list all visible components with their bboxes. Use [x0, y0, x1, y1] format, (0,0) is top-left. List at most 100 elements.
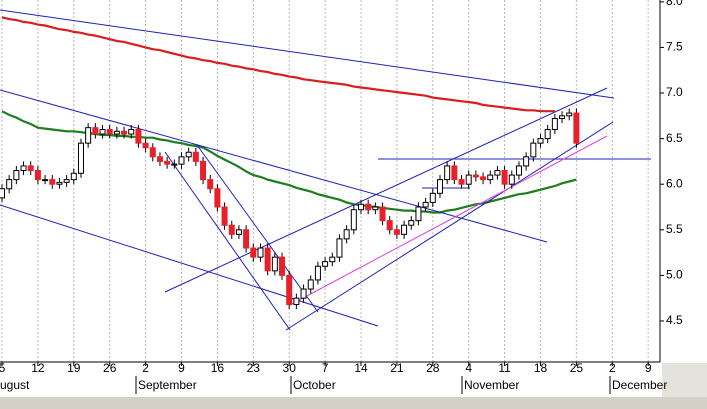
candle-body — [113, 130, 120, 135]
candle-body — [70, 172, 77, 181]
candle-body — [49, 179, 56, 185]
candle-body — [20, 165, 27, 172]
y-tick-label: 7.5 — [666, 40, 683, 54]
x-tick-label: 19 — [67, 361, 81, 375]
trendline — [196, 144, 319, 313]
trendline — [0, 9, 615, 99]
candle-body — [314, 265, 321, 281]
candle-body — [472, 174, 479, 178]
candle-body — [171, 163, 178, 166]
candle-body — [465, 174, 472, 185]
x-tick-label: 18 — [534, 361, 548, 375]
candle-body — [494, 170, 501, 176]
candle-body — [106, 128, 113, 135]
candle-body — [271, 256, 278, 272]
candle-body — [336, 238, 343, 258]
y-tick-label: 6.5 — [666, 131, 683, 145]
status-strip — [0, 397, 707, 409]
candle-body — [415, 206, 422, 222]
candle-body — [235, 229, 242, 235]
month-label: November — [464, 378, 519, 392]
candle-body — [307, 279, 314, 290]
candle-body — [142, 142, 149, 149]
candle-body — [515, 165, 522, 176]
candle-body — [13, 170, 20, 181]
candle-body — [300, 288, 307, 299]
candle-body — [0, 188, 5, 199]
y-tick-label: 4.5 — [666, 313, 683, 327]
month-label: October — [293, 378, 336, 392]
trendline — [0, 204, 379, 327]
candle-body — [99, 128, 106, 135]
candle-body — [573, 112, 580, 144]
candle-body — [551, 118, 558, 130]
candle-body — [279, 256, 286, 276]
moving-average-line — [1, 16, 555, 113]
candle-body — [458, 179, 465, 185]
trendlines — [0, 9, 651, 331]
trendline — [164, 87, 608, 293]
candle-body — [27, 165, 34, 172]
candle-body — [63, 179, 70, 183]
x-tick-label: 12 — [31, 361, 45, 375]
candle-body — [200, 160, 207, 181]
x-tick-label: 30 — [283, 361, 297, 375]
month-label: September — [138, 378, 197, 392]
candle-body — [92, 127, 99, 135]
candle-body — [322, 261, 329, 267]
x-tick-label: 23 — [247, 361, 261, 375]
y-tick-label: 8.0 — [666, 0, 683, 8]
candle-body — [286, 274, 293, 306]
candle-body — [429, 192, 436, 203]
candle-body — [408, 220, 415, 226]
candle-body — [42, 179, 49, 182]
candle-body — [401, 224, 408, 235]
candle-body — [508, 174, 515, 185]
y-tick-label: 5.0 — [666, 268, 683, 282]
candle-body — [501, 170, 508, 185]
x-tick-label: 28 — [426, 361, 440, 375]
x-tick-label: 9 — [645, 361, 652, 375]
month-label: ugust — [0, 378, 30, 392]
candle-body — [243, 229, 250, 249]
corner-box — [662, 363, 707, 397]
candle-body — [379, 206, 386, 222]
candle-body — [178, 156, 185, 165]
candles — [0, 108, 580, 310]
candle-body — [436, 179, 443, 194]
candle-body — [566, 112, 573, 117]
candle-body — [156, 156, 163, 162]
candle-body — [257, 247, 264, 258]
candle-body — [365, 203, 372, 211]
candle-body — [444, 165, 451, 181]
candle-body — [264, 247, 271, 272]
trendline — [289, 135, 608, 306]
y-tick-label: 7.0 — [666, 85, 683, 99]
candle-body — [164, 160, 171, 165]
x-tick-label: 9 — [178, 361, 185, 375]
month-label: December — [612, 378, 667, 392]
candle-body — [480, 176, 487, 181]
candle-body — [228, 224, 235, 235]
candle-body — [34, 170, 41, 181]
candle-body — [149, 147, 156, 158]
candle-body — [537, 138, 544, 144]
y-tick-label: 5.5 — [666, 222, 683, 236]
candle-body — [372, 206, 379, 211]
candle-body — [386, 220, 393, 231]
candle-body — [6, 179, 13, 190]
candle-body — [559, 115, 566, 120]
x-tick-label: 7 — [322, 361, 329, 375]
candle-body — [544, 128, 551, 140]
x-tick-label: 2 — [142, 361, 149, 375]
candle-body — [128, 128, 135, 135]
candle-body — [77, 142, 84, 174]
candle-body — [393, 229, 400, 235]
x-tick-label: 14 — [354, 361, 368, 375]
candle-body — [56, 181, 63, 185]
candle-body — [250, 247, 257, 258]
x-tick-label: 2 — [609, 361, 616, 375]
candle-body — [530, 142, 537, 158]
candle-body — [121, 130, 128, 135]
trendline — [285, 121, 614, 331]
